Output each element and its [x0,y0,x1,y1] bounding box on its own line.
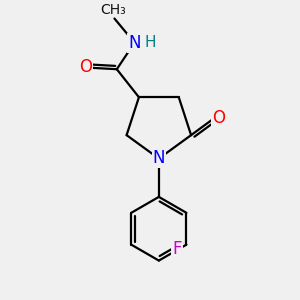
Text: H: H [144,35,156,50]
Text: N: N [153,149,165,167]
Text: O: O [212,109,225,127]
Text: CH₃: CH₃ [100,3,126,17]
Text: N: N [128,34,141,52]
Text: O: O [79,58,92,76]
Text: F: F [172,240,182,258]
